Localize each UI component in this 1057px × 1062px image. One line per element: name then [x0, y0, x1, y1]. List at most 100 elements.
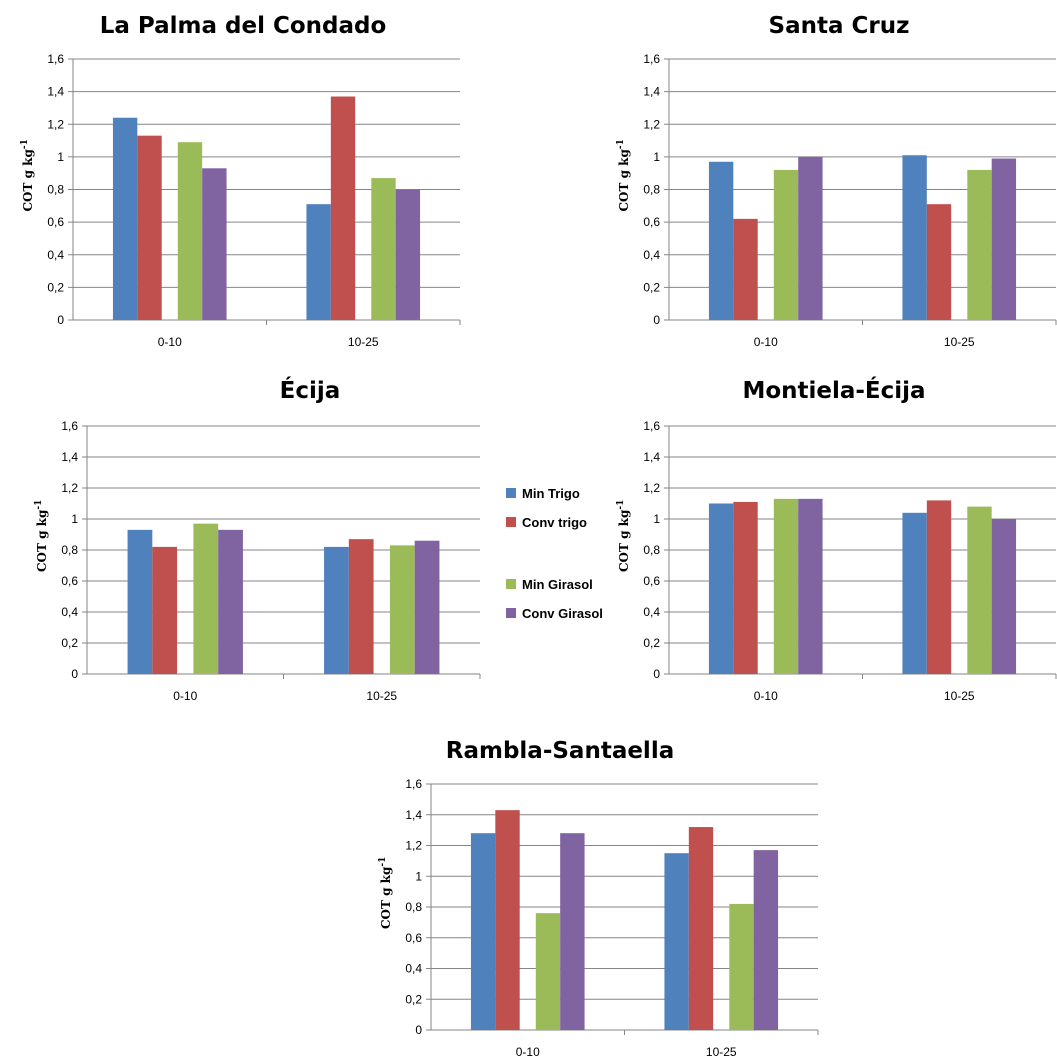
y-tick-label: 0,6	[47, 215, 64, 229]
bar	[330, 96, 356, 320]
bar	[112, 117, 138, 320]
y-tick-label: 1,6	[643, 419, 660, 433]
y-tick-label: 1,4	[643, 450, 660, 464]
y-tick-label: 0,4	[643, 248, 660, 262]
y-tick-label: 0,4	[643, 605, 660, 619]
y-tick-label: 0	[653, 313, 660, 327]
y-tick-label: 0,6	[643, 574, 660, 588]
y-tick-label: 0	[57, 313, 64, 327]
x-tick-label: 10-25	[944, 335, 975, 349]
bar	[967, 506, 992, 674]
bar	[470, 833, 496, 1030]
bar	[967, 169, 992, 320]
legend-label: Min Trigo	[522, 486, 580, 501]
y-tick-label: 0	[71, 667, 78, 681]
bar	[926, 500, 952, 674]
chart-panels: La Palma del Condado 0 0,2 0,4 0,6 0,8 1 1,2 1,4…	[20, 13, 1057, 1059]
y-tick-label: 1,4	[61, 450, 78, 464]
x-tick-label: 10-25	[706, 1045, 737, 1059]
bar	[798, 156, 823, 320]
bar	[708, 161, 734, 320]
y-axis-label: COT g kg-1	[616, 500, 631, 572]
x-tick-label: 0-10	[158, 335, 182, 349]
legend-swatch	[506, 488, 516, 498]
chart-panel: Santa Cruz 0 0,2 0,4 0,6 0,8 1 1,2 1,4 1,6 COT g k…	[616, 13, 1057, 349]
bar	[733, 501, 758, 674]
y-tick-label: 0	[415, 1023, 422, 1037]
chart-title: Montiela-Écija	[742, 376, 925, 404]
bar	[991, 519, 1017, 674]
y-tick-label: 0,6	[405, 931, 422, 945]
bar	[926, 204, 952, 320]
legend-swatch	[506, 579, 516, 589]
x-tick-label: 10-25	[944, 689, 975, 703]
bar	[324, 546, 349, 674]
bar	[535, 913, 561, 1030]
bar	[389, 545, 415, 674]
bar	[773, 169, 799, 320]
y-tick-label: 0,2	[47, 280, 64, 294]
y-tick-label: 0,2	[61, 636, 78, 650]
chart-title: Écija	[280, 376, 341, 404]
y-tick-label: 1	[653, 150, 660, 164]
y-tick-label: 0,2	[643, 280, 660, 294]
y-tick-label: 1,6	[61, 419, 78, 433]
y-tick-label: 0,4	[61, 605, 78, 619]
bar	[688, 827, 714, 1030]
bar	[177, 142, 203, 320]
y-axis-label: COT g kg-1	[616, 139, 631, 211]
x-tick-label: 10-25	[348, 335, 379, 349]
y-tick-label: 1,6	[47, 52, 64, 66]
y-tick-label: 0,2	[643, 636, 660, 650]
bar	[729, 903, 754, 1030]
chart-panel: Rambla-Santaella 0 0,2 0,4 0,6 0,8 1 1,2 1,4 1,6 C…	[378, 738, 819, 1059]
bar	[152, 546, 178, 674]
y-tick-label: 0,8	[47, 183, 64, 197]
bar	[753, 850, 779, 1030]
x-tick-label: 0-10	[754, 689, 778, 703]
y-tick-label: 0,6	[61, 574, 78, 588]
chart-panel: La Palma del Condado 0 0,2 0,4 0,6 0,8 1 1,2 1,4…	[20, 13, 461, 349]
y-tick-label: 0,8	[643, 543, 660, 557]
bar	[495, 810, 520, 1030]
bar	[202, 168, 227, 320]
y-axis-label: COT g kg-1	[378, 857, 393, 929]
y-tick-label: 1,6	[643, 52, 660, 66]
bar	[708, 503, 734, 674]
y-tick-label: 0,4	[47, 248, 64, 262]
bar	[902, 512, 927, 674]
y-tick-label: 1	[57, 150, 64, 164]
y-tick-label: 0,2	[405, 992, 422, 1006]
y-tick-label: 1,2	[643, 481, 660, 495]
y-axis-label: COT g kg-1	[34, 500, 49, 572]
bar	[560, 833, 585, 1030]
bar	[395, 189, 421, 320]
x-tick-label: 0-10	[754, 335, 778, 349]
chart-title: Rambla-Santaella	[446, 738, 674, 764]
y-tick-label: 1,4	[643, 85, 660, 99]
y-tick-label: 1,4	[47, 85, 64, 99]
y-tick-label: 1,2	[643, 117, 660, 131]
legend-swatch	[506, 608, 516, 618]
bar	[218, 529, 243, 674]
y-tick-label: 0	[653, 667, 660, 681]
y-tick-label: 1	[71, 512, 78, 526]
bar	[902, 155, 927, 320]
x-tick-label: 0-10	[173, 689, 197, 703]
y-tick-label: 0,8	[61, 543, 78, 557]
y-axis-label: COT g kg-1	[20, 139, 35, 211]
y-tick-label: 1,2	[61, 481, 78, 495]
bar	[664, 853, 689, 1030]
y-tick-label: 1	[653, 512, 660, 526]
bar	[798, 498, 823, 674]
legend: Min Trigo Conv trigo Min Girasol Conv Giras…	[506, 486, 603, 621]
bar	[991, 158, 1017, 320]
bar	[371, 178, 396, 320]
y-tick-label: 1,6	[405, 777, 422, 791]
bar	[127, 529, 153, 674]
y-tick-label: 0,8	[405, 900, 422, 914]
legend-swatch	[506, 517, 516, 527]
y-tick-label: 1,2	[47, 117, 64, 131]
bar	[137, 135, 162, 320]
